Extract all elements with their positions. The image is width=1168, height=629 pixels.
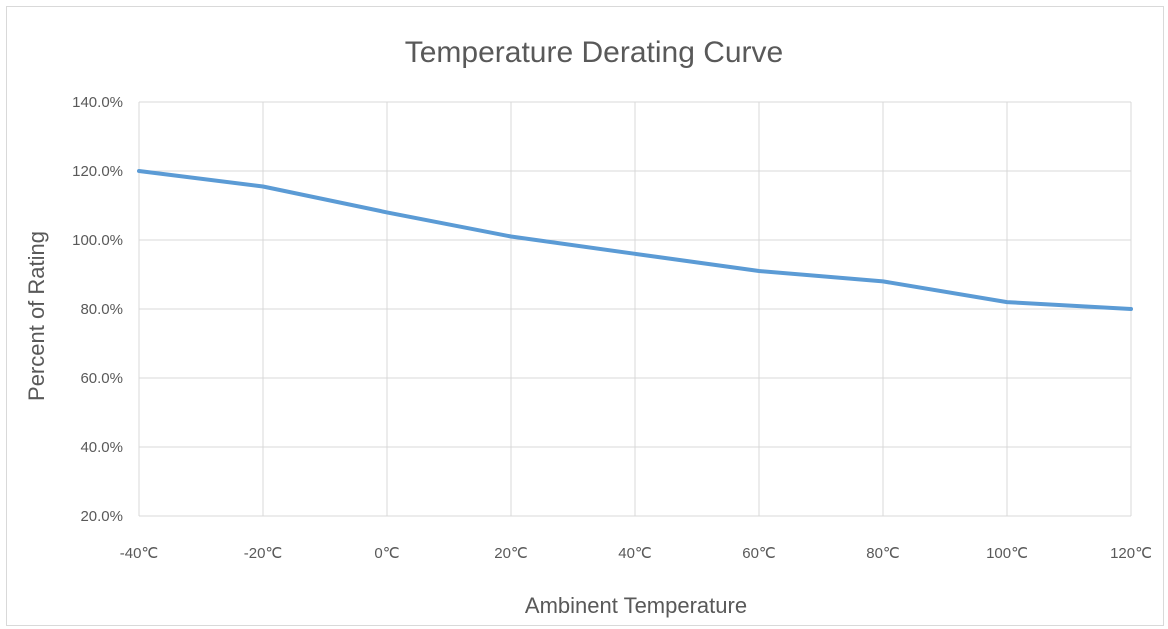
chart-frame <box>6 6 1164 626</box>
data-point <box>261 185 265 189</box>
y-tick-label: 20.0% <box>80 508 123 525</box>
x-tick-label: 100℃ <box>986 545 1028 562</box>
y-tick-label: 100.0% <box>72 232 123 249</box>
x-axis-title: Ambinent Temperature <box>525 593 747 618</box>
y-tick-label: 140.0% <box>72 94 123 111</box>
x-axis-ticks: -40℃ -20℃ 0℃ 20℃ 40℃ 60℃ 80℃ 100℃ 120℃ <box>120 545 1152 562</box>
x-tick-label: -20℃ <box>244 545 283 562</box>
data-point <box>881 279 885 283</box>
x-tick-label: 20℃ <box>494 545 528 562</box>
data-point <box>385 210 389 214</box>
y-tick-label: 40.0% <box>80 439 123 456</box>
chart-title: Temperature Derating Curve <box>405 36 784 69</box>
y-tick-label: 120.0% <box>72 163 123 180</box>
series <box>137 169 1133 311</box>
data-point <box>137 169 141 173</box>
x-tick-label: 60℃ <box>742 545 776 562</box>
y-tick-label: 80.0% <box>80 301 123 318</box>
grid <box>138 101 1132 517</box>
y-tick-label: 60.0% <box>80 370 123 387</box>
data-point <box>757 269 761 273</box>
series-line <box>137 169 1133 311</box>
x-tick-label: 120℃ <box>1110 545 1152 562</box>
data-point <box>509 235 513 239</box>
x-tick-label: -40℃ <box>120 545 159 562</box>
y-axis-title: Percent of Rating <box>24 231 49 401</box>
y-axis-ticks: 20.0% 40.0% 60.0% 80.0% 100.0% 120.0% 140.0% <box>72 94 123 525</box>
data-point <box>633 252 637 256</box>
x-tick-label: 40℃ <box>618 545 652 562</box>
data-point <box>1129 307 1133 311</box>
x-tick-label: 0℃ <box>374 545 399 562</box>
data-point <box>1005 300 1009 304</box>
x-tick-label: 80℃ <box>866 545 900 562</box>
